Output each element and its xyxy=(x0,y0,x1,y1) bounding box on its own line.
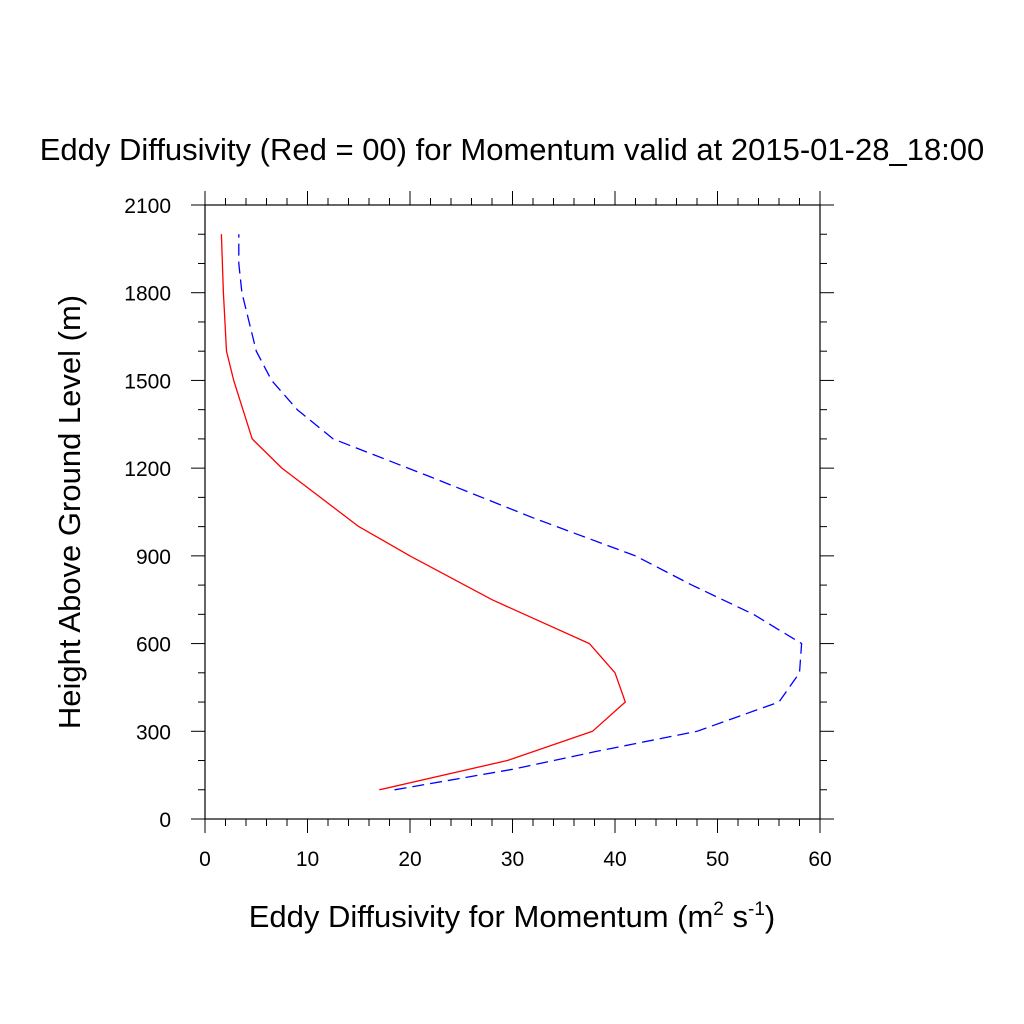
x-axis-label-mid: s xyxy=(724,899,748,934)
x-axis-label-sup-2: -1 xyxy=(748,899,765,920)
y-tick-label: 0 xyxy=(159,809,171,832)
y-tick-label: 300 xyxy=(136,721,171,744)
x-axis-label-end: ) xyxy=(765,899,775,934)
y-tick-label: 2100 xyxy=(124,195,171,218)
x-tick-label: 30 xyxy=(501,848,524,871)
x-tick-label: 50 xyxy=(706,848,729,871)
x-axis-label-main: Eddy Diffusivity for Momentum (m xyxy=(249,899,714,934)
plot-frame xyxy=(204,204,821,820)
y-tick-label: 1500 xyxy=(124,370,171,393)
x-axis-label-sup-1: 2 xyxy=(713,899,724,920)
y-tick-label: 900 xyxy=(136,546,171,569)
chart-title: Eddy Diffusivity (Red = 00) for Momentum… xyxy=(40,132,985,167)
x-tick-label: 10 xyxy=(296,848,319,871)
y-tick-label: 1200 xyxy=(124,458,171,481)
x-tick-label: 0 xyxy=(199,848,211,871)
series-line-1 xyxy=(220,234,626,791)
y-axis-label: Height Above Ground Level (m) xyxy=(52,295,87,729)
x-tick-label: 60 xyxy=(808,848,831,871)
x-tick-label: 20 xyxy=(398,848,421,871)
x-axis-label: Eddy Diffusivity for Momentum (m2 s-1) xyxy=(249,899,775,934)
series-line-2 xyxy=(238,234,803,791)
x-tick-label: 40 xyxy=(603,848,626,871)
y-tick-label: 1800 xyxy=(124,283,171,306)
y-tick-label: 600 xyxy=(136,634,171,657)
